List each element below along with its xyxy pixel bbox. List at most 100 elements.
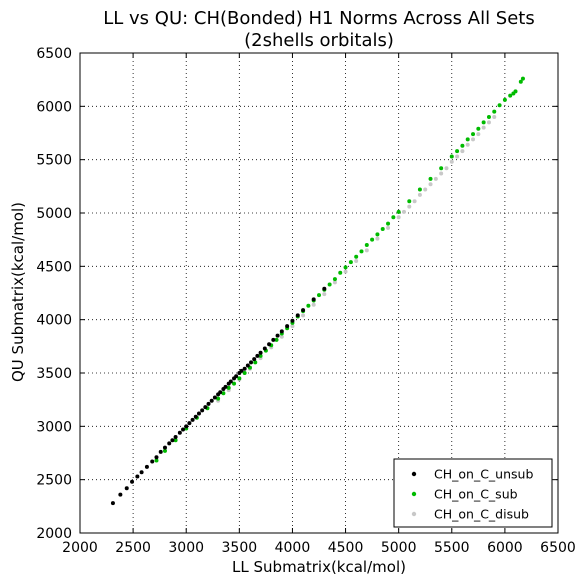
data-point	[433, 176, 438, 181]
chart-subtitle: (2shells orbitals)	[244, 30, 394, 51]
data-point	[327, 282, 332, 287]
data-point	[311, 297, 316, 302]
data-point	[455, 149, 460, 154]
legend: CH_on_C_unsub CH_on_C_sub CH_on_C_disub	[393, 458, 553, 528]
data-point	[226, 385, 231, 390]
data-point	[401, 209, 406, 214]
data-point	[190, 417, 195, 422]
legend-entry: CH_on_C_sub	[434, 487, 518, 502]
y-tick-label: 4500	[36, 259, 72, 275]
data-point	[253, 360, 258, 365]
data-point	[249, 360, 254, 365]
x-tick-label: 4000	[275, 540, 311, 556]
data-point	[460, 149, 465, 154]
data-point	[465, 137, 470, 142]
data-point	[154, 458, 159, 463]
data-point	[150, 459, 155, 464]
data-point	[239, 368, 244, 373]
data-point	[187, 421, 192, 426]
data-point	[144, 464, 149, 469]
data-point	[271, 337, 276, 342]
data-point	[258, 350, 263, 355]
data-point	[449, 159, 454, 164]
data-point	[252, 357, 257, 362]
data-point	[486, 120, 491, 125]
x-axis-label: LL Submatrix(kcal/mol)	[232, 558, 406, 576]
data-point	[173, 435, 178, 439]
data-point	[513, 89, 518, 94]
data-point	[471, 132, 476, 137]
data-point	[279, 329, 284, 334]
plot-frame	[79, 52, 559, 534]
data-point	[193, 414, 198, 419]
data-point	[306, 303, 311, 308]
legend-entry: CH_on_C_unsub	[434, 467, 533, 482]
data-point	[391, 215, 396, 220]
data-point	[170, 438, 175, 443]
data-point	[232, 381, 237, 386]
data-point	[492, 109, 497, 114]
data-point	[237, 376, 242, 381]
legend-marker	[411, 471, 417, 477]
data-point	[167, 441, 172, 446]
data-point	[290, 324, 295, 329]
data-point	[295, 313, 300, 318]
data-point	[343, 265, 348, 270]
data-point	[407, 199, 412, 204]
grid-lines	[80, 53, 558, 533]
data-point	[396, 215, 401, 220]
data-point	[206, 401, 211, 406]
data-point	[423, 187, 428, 192]
data-point	[332, 277, 337, 282]
data-point	[118, 492, 123, 497]
data-point	[486, 115, 491, 119]
data-point	[317, 293, 321, 298]
data-point	[139, 470, 144, 475]
data-point	[343, 269, 348, 274]
data-point	[502, 97, 507, 102]
data-point	[212, 395, 217, 400]
data-point	[258, 353, 263, 358]
data-point	[203, 405, 208, 410]
data-point	[428, 182, 433, 187]
series-CH_on_C_disub	[216, 115, 497, 403]
data-point	[476, 132, 481, 137]
legend-marker	[411, 511, 417, 517]
data-point	[386, 225, 391, 230]
data-point	[396, 209, 401, 214]
data-point	[135, 474, 140, 479]
data-point	[364, 243, 369, 247]
y-tick-label: 3500	[36, 366, 72, 382]
data-point	[228, 379, 233, 384]
data-point	[412, 199, 417, 204]
data-point	[154, 455, 159, 460]
y-tick-label: 6000	[36, 99, 72, 115]
data-point	[223, 384, 228, 389]
data-point	[262, 346, 267, 351]
data-point	[158, 449, 163, 454]
data-point	[242, 366, 247, 371]
data-points	[110, 76, 525, 506]
y-tick-label: 2000	[36, 526, 72, 542]
data-point	[492, 115, 497, 119]
data-point	[465, 142, 470, 147]
data-point	[162, 445, 167, 450]
data-point	[181, 427, 186, 432]
y-tick-label: 3000	[36, 419, 72, 435]
y-tick-label: 2500	[36, 473, 72, 489]
data-point	[245, 363, 250, 368]
data-point	[234, 374, 239, 379]
data-point	[162, 448, 167, 453]
data-point	[481, 120, 486, 125]
y-tick-label: 4000	[36, 313, 72, 329]
data-point	[338, 270, 343, 275]
data-point	[364, 248, 369, 253]
data-point	[209, 398, 214, 403]
chart-title: LL vs QU: CH(Bonded) H1 Norms Across All…	[103, 8, 535, 29]
legend-entry: CH_on_C_disub	[434, 507, 529, 522]
x-tick-label: 4500	[328, 540, 364, 556]
data-point	[375, 236, 380, 241]
data-point	[520, 76, 525, 81]
data-point	[267, 342, 272, 347]
